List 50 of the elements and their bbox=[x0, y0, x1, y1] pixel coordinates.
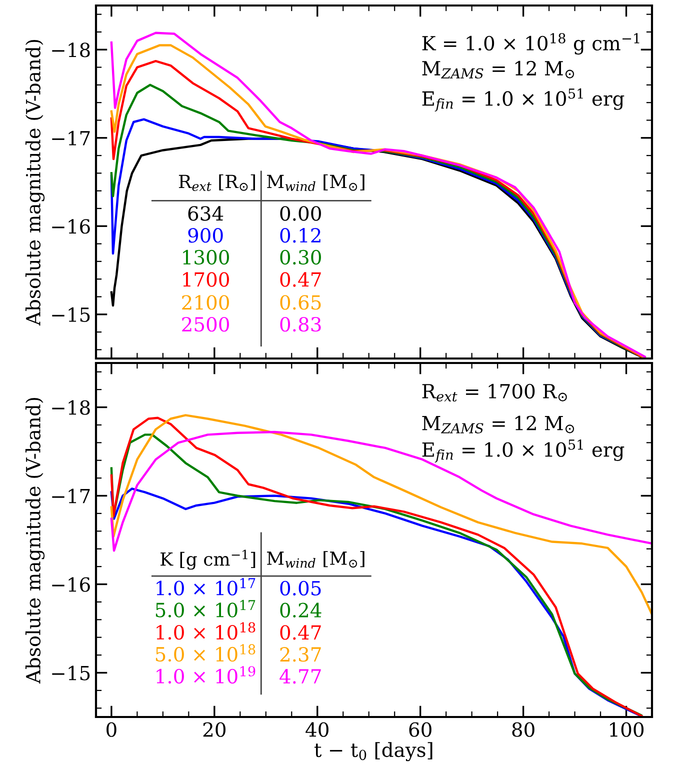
y-tick-label: −15 bbox=[52, 307, 90, 322]
y-tick-label: −17 bbox=[52, 488, 90, 504]
text: 1.0 × 10$^{17}$ bbox=[156, 578, 256, 596]
x-axis-title: t − t$_{0}$ [days] bbox=[314, 742, 432, 762]
x-tick-label: 80 bbox=[512, 722, 534, 737]
x-tick-label: 60 bbox=[409, 722, 432, 737]
y-tick-label: −16 bbox=[52, 577, 90, 592]
annotation: R$_{ext}$ [R$_{⊙}$] bbox=[178, 174, 255, 192]
text: 634 bbox=[188, 206, 224, 221]
y-tick-label: −18 bbox=[52, 400, 90, 415]
annotation: E$_{fin}$ = 1.0 × 10$^{51}$ erg bbox=[422, 88, 624, 112]
annotation: 0.00 bbox=[280, 206, 321, 221]
text: 5.0 × 10$^{18}$ bbox=[156, 644, 256, 662]
annotation: M$_{ZAMS}$ = 12 M$_{⊙}$ bbox=[422, 416, 574, 434]
line-series bbox=[110, 414, 652, 616]
text: 2500 bbox=[182, 316, 229, 332]
annotation: K [g cm$^{−1}$] bbox=[160, 550, 256, 570]
text: 1300 bbox=[183, 250, 229, 265]
annotation: M$_{ZAMS}$ = 12 M$_{⊙}$ bbox=[422, 60, 574, 79]
x-tick-label: 0 bbox=[106, 722, 116, 737]
text: 1700 bbox=[183, 272, 229, 287]
text: 5.0 × 10$^{17}$ bbox=[156, 600, 256, 618]
x-tick-label: 100 bbox=[610, 722, 644, 737]
annotation: 2.37 bbox=[280, 647, 321, 662]
y-axis-title: Absolute magnitude (V-band) bbox=[25, 398, 45, 684]
x-tick-label: 20 bbox=[203, 722, 226, 737]
annotation: K = 1.0 × 10$^{18}$ g cm$^{−1}$ bbox=[422, 33, 640, 55]
text: 900 bbox=[188, 228, 223, 243]
annotation: 0.12 bbox=[280, 228, 320, 243]
annotation: 0.65 bbox=[280, 295, 321, 310]
annotation: 4.77 bbox=[280, 668, 321, 684]
annotation: 0.47 bbox=[280, 625, 321, 640]
text: 1.0 × 10$^{18}$ bbox=[156, 622, 256, 640]
annotation: 0.24 bbox=[280, 602, 322, 618]
annotation: M$_{wind}$ [M$_{⊙}$] bbox=[267, 551, 364, 568]
annotation: R$_{ext}$ = 1700 R$_{⊙}$ bbox=[422, 384, 567, 402]
annotation: 0.05 bbox=[280, 580, 321, 596]
y-tick-label: −18 bbox=[52, 42, 90, 58]
y-axis-title: Absolute magnitude (V-band) bbox=[25, 40, 45, 326]
text: 2100 bbox=[182, 295, 229, 310]
annotation: 0.83 bbox=[280, 316, 321, 332]
annotation: E$_{fin}$ = 1.0 × 10$^{51}$ erg bbox=[422, 439, 624, 463]
annotation: M$_{wind}$ [M$_{⊙}$] bbox=[267, 174, 364, 192]
x-tick-label: 40 bbox=[306, 722, 328, 737]
y-tick-label: −16 bbox=[52, 219, 90, 234]
annotation: 0.47 bbox=[280, 272, 321, 287]
annotation: 0.30 bbox=[280, 250, 321, 265]
y-tick-label: −17 bbox=[52, 130, 90, 146]
text: 1.0 × 10$^{19}$ bbox=[156, 666, 256, 684]
y-tick-label: −15 bbox=[52, 666, 90, 680]
